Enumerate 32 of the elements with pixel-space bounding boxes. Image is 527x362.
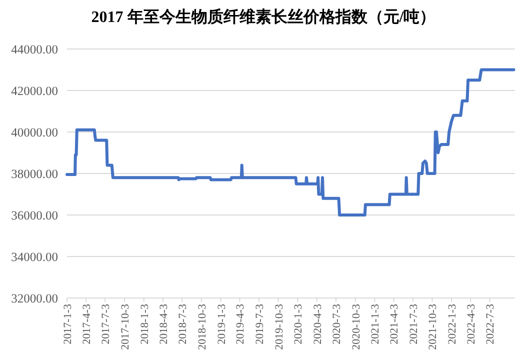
x-tick-label: 2020-10-3 [350,304,362,350]
x-tick-label: 2021-1-3 [370,304,382,344]
x-tick-label: 2021-10-3 [427,304,440,350]
y-tick-label: 42000.00 [11,84,58,98]
x-tick-label: 2017-10-3 [120,304,132,350]
x-tick-label: 2020-1-3 [292,304,305,344]
x-tick-label: 2018-1-3 [138,304,151,344]
x-tick-label: 2022-4-3 [466,304,478,344]
x-tick-label: 2022-1-3 [446,304,459,344]
y-tick-label: 44000.00 [11,42,58,56]
y-tick-label: 38000.00 [11,167,58,181]
x-tick-label: 2019-10-3 [273,304,286,350]
x-tick-label: 2017-1-3 [62,304,74,344]
y-tick-label: 34000.00 [11,250,58,264]
x-tick-label: 2019-7-3 [254,304,266,344]
x-tick-label: 2020-4-3 [312,304,324,344]
x-tick-label: 2018-4-3 [158,304,170,344]
line-series [66,68,516,216]
y-tick-label: 32000.00 [11,292,58,306]
x-tick-label: 2020-7-3 [330,304,343,344]
x-tick-label: 2022-7-3 [484,304,497,344]
y-tick-label: 40000.00 [11,126,58,140]
x-tick-label: 2018-7-3 [177,304,189,344]
x-tick-label: 2017-4-3 [80,304,93,344]
x-tick-label: 2021-7-3 [408,304,420,344]
x-tick-label: 2017-7-3 [100,304,112,344]
chart-title: 2017 年至今生物质纤维素长丝价格指数（元/吨） [91,8,436,26]
x-tick-label: 2019-4-3 [234,304,247,344]
y-tick-label: 36000.00 [11,208,58,222]
x-tick-label: 2019-1-3 [216,304,228,344]
x-tick-label: 2021-4-3 [388,304,401,344]
x-tick-label: 2018-10-3 [196,304,208,350]
